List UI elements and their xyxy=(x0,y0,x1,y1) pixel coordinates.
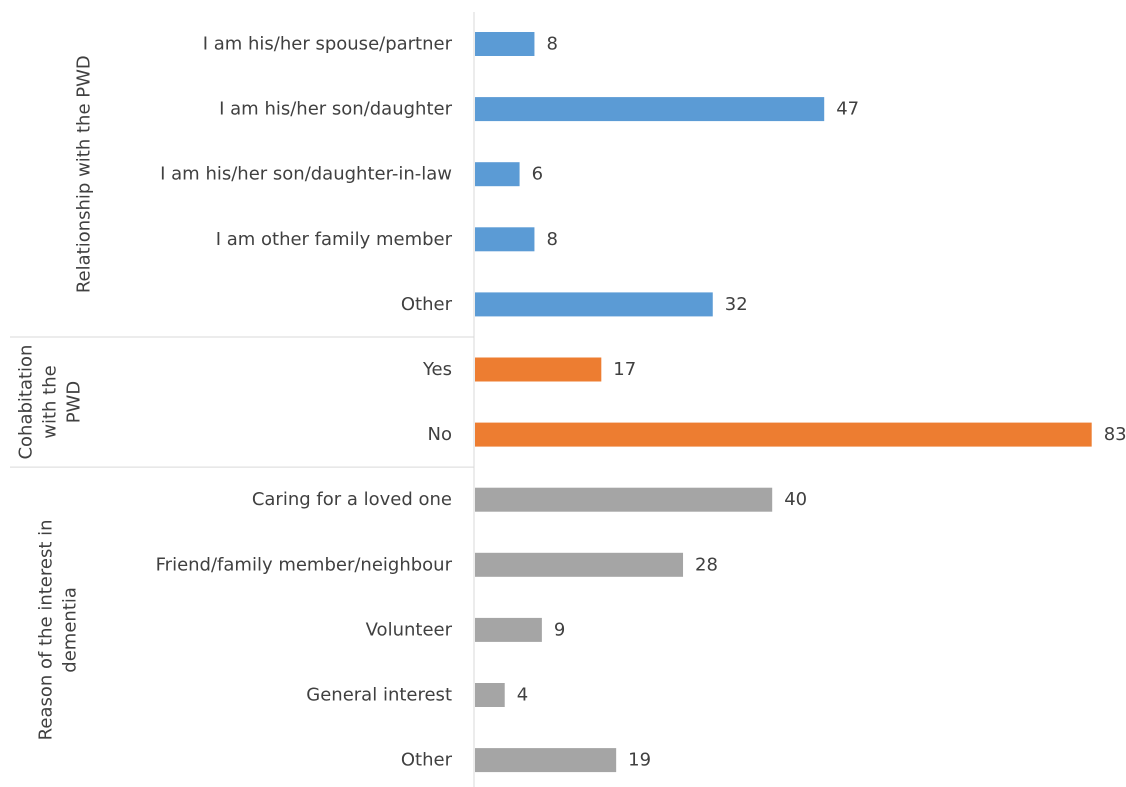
data-label: 9 xyxy=(554,619,565,640)
data-label: 40 xyxy=(784,489,807,510)
category-label: Other xyxy=(401,750,453,771)
data-label: 6 xyxy=(532,164,543,185)
bar-2-3 xyxy=(475,683,505,707)
data-label: 19 xyxy=(628,750,651,771)
data-label: 4 xyxy=(517,685,528,706)
bar-0-3 xyxy=(475,227,535,252)
data-label: 8 xyxy=(546,34,557,55)
category-label: I am other family member xyxy=(216,229,453,250)
data-label: 8 xyxy=(546,229,557,250)
category-label: I am his/her spouse/partner xyxy=(203,34,453,55)
bar-0-1 xyxy=(475,97,825,122)
group-label: Reason of the interest in dementia xyxy=(36,519,81,740)
bar-0-0 xyxy=(475,32,535,56)
bar-2-4 xyxy=(475,748,617,773)
bar-2-2 xyxy=(475,617,542,642)
data-label: 28 xyxy=(695,554,718,575)
bar-2-0 xyxy=(475,487,773,512)
data-label: 32 xyxy=(725,294,748,315)
category-label: Friend/family member/neighbour xyxy=(156,554,453,575)
category-label: Volunteer xyxy=(366,619,453,640)
data-label: 47 xyxy=(836,99,859,120)
bar-1-1 xyxy=(475,422,1092,447)
category-label: General interest xyxy=(306,685,452,706)
bar-2-1 xyxy=(475,552,684,577)
group-label: Relationship with the PWD xyxy=(74,55,95,293)
category-label: Caring for a loved one xyxy=(252,489,452,510)
data-label: 17 xyxy=(613,359,636,380)
category-label: Yes xyxy=(422,359,452,380)
category-label: I am his/her son/daughter xyxy=(219,99,452,120)
bar-0-4 xyxy=(475,292,713,317)
category-label: Other xyxy=(401,294,453,315)
bar-1-0 xyxy=(475,357,602,382)
category-label: No xyxy=(428,424,452,445)
group-label: Cohabitation with the PWD xyxy=(16,345,85,460)
bar-0-2 xyxy=(475,162,520,187)
data-label: 83 xyxy=(1104,424,1126,445)
category-label: I am his/her son/daughter-in-law xyxy=(160,164,452,185)
